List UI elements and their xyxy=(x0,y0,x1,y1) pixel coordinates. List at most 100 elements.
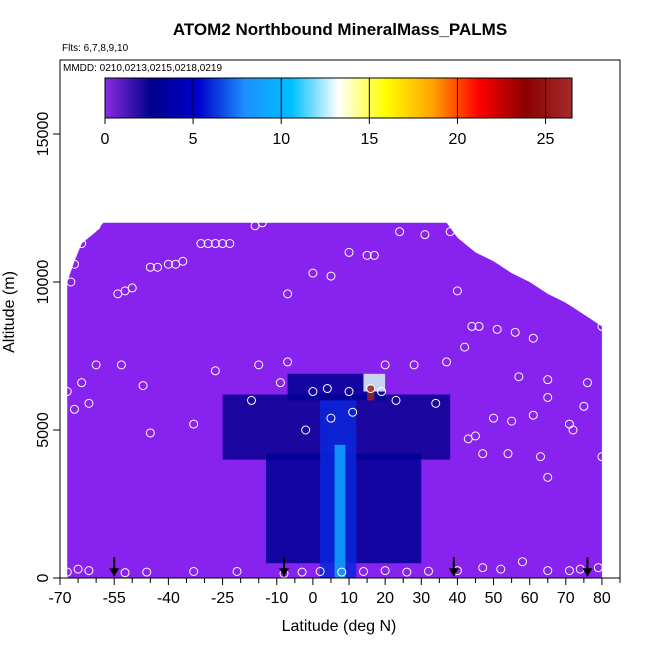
sample-point xyxy=(283,357,293,367)
sample-point xyxy=(77,378,87,388)
sample-point xyxy=(66,277,76,287)
sample-point xyxy=(564,566,574,576)
sample-point xyxy=(543,392,553,402)
sample-point xyxy=(127,283,137,293)
sample-point xyxy=(62,567,72,577)
sample-point xyxy=(492,324,502,334)
sample-point xyxy=(424,566,434,576)
sample-point xyxy=(322,384,332,394)
x-axis-label: Latitude (deg N) xyxy=(282,618,397,635)
sample-point xyxy=(84,227,94,237)
sample-point xyxy=(326,413,336,423)
sample-point xyxy=(514,372,524,382)
sample-point xyxy=(478,449,488,459)
sample-point xyxy=(246,395,256,405)
sample-point xyxy=(489,413,499,423)
dates-subtitle: MMDD: 0210,0213,0215,0218,0219 xyxy=(63,63,222,74)
sample-point xyxy=(543,472,553,482)
sample-point xyxy=(470,431,480,441)
sample-point xyxy=(395,227,405,237)
sample-point xyxy=(391,395,401,405)
sample-point xyxy=(275,378,285,388)
arrow-head xyxy=(279,568,289,577)
sample-point xyxy=(474,321,484,331)
x-tick-label: 70 xyxy=(557,590,575,607)
sample-point xyxy=(460,342,470,352)
x-tick-label: 10 xyxy=(340,590,358,607)
sample-point xyxy=(366,384,376,394)
sample-point xyxy=(496,564,506,574)
colorbar-tick-label: 5 xyxy=(189,131,198,148)
sample-point xyxy=(210,239,220,249)
sample-point xyxy=(344,387,354,397)
sample-point xyxy=(301,425,311,435)
sample-point xyxy=(543,566,553,576)
sample-point xyxy=(503,449,513,459)
sample-point xyxy=(196,239,206,249)
sample-point xyxy=(257,218,267,228)
sample-point xyxy=(362,250,372,260)
sample-point xyxy=(369,250,379,260)
sample-point xyxy=(145,428,155,438)
y-tick-label: 15000 xyxy=(35,112,52,157)
sample-point xyxy=(308,387,318,397)
sample-point xyxy=(315,566,325,576)
x-tick-label: -70 xyxy=(48,590,71,607)
sample-point xyxy=(380,566,390,576)
sample-point xyxy=(575,295,585,305)
colorbar-tick-label: 10 xyxy=(272,131,290,148)
sample-point xyxy=(409,360,419,370)
sample-point xyxy=(442,357,452,367)
sample-point xyxy=(91,360,101,370)
sample-point xyxy=(189,566,199,576)
sample-point xyxy=(358,566,368,576)
y-tick-label: 5000 xyxy=(35,412,52,448)
x-tick-label: 0 xyxy=(308,590,317,607)
sample-point xyxy=(402,567,412,577)
surface-arrows xyxy=(109,557,593,577)
sample-point xyxy=(478,563,488,573)
y-axis: 0 5000 10000 15000 xyxy=(35,112,60,582)
sample-point xyxy=(579,401,589,411)
sample-point xyxy=(210,366,220,376)
arrow-head xyxy=(109,568,120,577)
sample-point xyxy=(254,360,264,370)
heatmap-cell xyxy=(334,444,346,578)
chart-title: ATOM2 Northbound MineralMass_PALMS xyxy=(173,20,507,39)
sample-point xyxy=(153,262,163,272)
sample-point xyxy=(510,327,520,337)
flights-subtitle: Flts: 6,7,8,9,10 xyxy=(62,43,129,54)
sample-point xyxy=(568,425,578,435)
sample-point xyxy=(597,321,607,331)
x-tick-label: 80 xyxy=(593,590,611,607)
sample-point xyxy=(431,398,441,408)
sample-point xyxy=(218,239,228,249)
sample-point xyxy=(420,230,430,240)
sample-point xyxy=(138,381,148,391)
x-tick-label: 40 xyxy=(449,590,467,607)
sample-point xyxy=(543,375,553,385)
sample-point xyxy=(308,268,318,278)
sample-point xyxy=(91,221,101,231)
y-axis-label: Altitude (m) xyxy=(1,271,18,353)
colorbar-tick-label: 20 xyxy=(449,131,467,148)
colorbar-tick-label: 15 xyxy=(360,131,378,148)
sample-point xyxy=(142,567,152,577)
sample-point xyxy=(163,259,173,269)
sample-point xyxy=(62,387,72,397)
x-tick-label: -40 xyxy=(157,590,180,607)
sample-point xyxy=(467,321,477,331)
sample-point xyxy=(564,295,574,305)
sample-point xyxy=(232,566,242,576)
x-tick-label: 60 xyxy=(521,590,539,607)
sample-point xyxy=(69,404,79,414)
x-tick-label: -25 xyxy=(211,590,234,607)
sample-point xyxy=(593,563,603,573)
arrow-head xyxy=(582,568,593,577)
sample-point xyxy=(377,387,387,397)
arrow-head xyxy=(448,568,459,577)
sample-point xyxy=(77,239,87,249)
sample-point xyxy=(178,256,188,266)
x-tick-label: 50 xyxy=(485,590,503,607)
sample-point xyxy=(283,289,293,299)
